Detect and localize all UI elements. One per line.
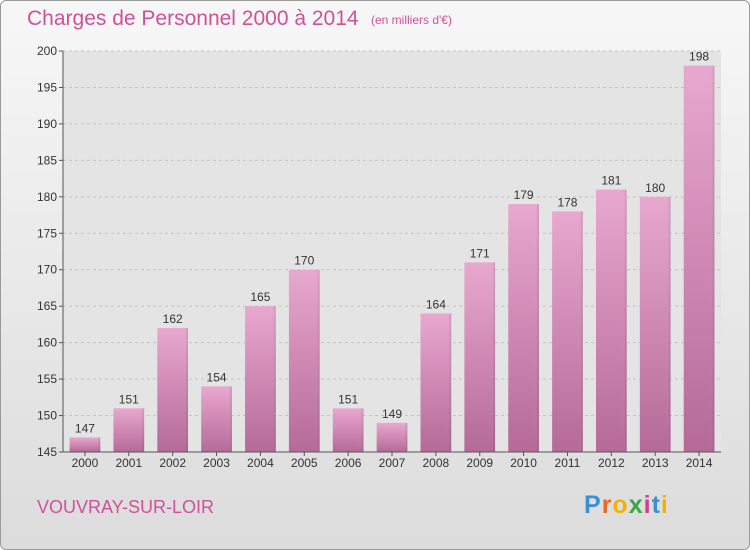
x-tick-label: 2002 <box>159 456 186 470</box>
y-tick-label: 195 <box>37 80 57 94</box>
y-tick-label: 200 <box>37 44 57 58</box>
chart-subtitle: (en milliers d'€) <box>371 13 452 27</box>
bar-shade <box>288 269 320 452</box>
bar-value-label: 162 <box>163 312 183 326</box>
y-tick-label: 180 <box>37 190 57 204</box>
commune-name: VOUVRAY-SUR-LOIR <box>37 497 215 517</box>
bar-shade <box>157 328 189 452</box>
x-tick-label: 2008 <box>423 456 450 470</box>
bar-shade <box>332 408 364 452</box>
bar-value-label: 164 <box>426 297 446 311</box>
bar-value-label: 198 <box>689 50 709 64</box>
bar-shade <box>113 408 145 452</box>
x-tick-label: 2001 <box>115 456 142 470</box>
x-tick-label: 2007 <box>379 456 406 470</box>
bar-shade <box>508 204 539 452</box>
bar-shade <box>245 306 276 452</box>
x-tick-label: 2011 <box>555 456 581 470</box>
x-tick-label: 2003 <box>203 456 230 470</box>
y-tick-label: 170 <box>37 263 57 277</box>
proxiti-logo: Proxiti <box>584 491 669 519</box>
bar-shade <box>69 437 101 452</box>
x-tick-label: 2010 <box>510 456 537 470</box>
bar-shade <box>552 211 583 452</box>
bar-shade <box>464 262 496 452</box>
x-tick-label: 2012 <box>598 456 625 470</box>
y-tick-label: 155 <box>37 372 57 386</box>
bar-shade <box>639 196 671 452</box>
bar-value-label: 180 <box>645 181 665 195</box>
bar-value-label: 147 <box>75 421 95 435</box>
x-tick-label: 2014 <box>686 456 713 470</box>
x-tick-label: 2004 <box>247 456 274 470</box>
y-tick-label: 160 <box>37 336 57 350</box>
x-tick-label: 2009 <box>466 456 493 470</box>
bar-shade <box>376 422 408 452</box>
x-tick-label: 2000 <box>72 456 99 470</box>
bar-value-label: 170 <box>294 254 314 268</box>
y-tick-label: 145 <box>37 445 57 459</box>
y-tick-label: 150 <box>37 409 57 423</box>
bar-value-label: 165 <box>250 290 270 304</box>
bar-value-label: 181 <box>601 174 621 188</box>
bar-value-label: 178 <box>557 195 577 209</box>
x-tick-label: 2005 <box>291 456 318 470</box>
y-tick-label: 190 <box>37 117 57 131</box>
bar-shade <box>420 313 452 452</box>
chart-title: Charges de Personnel 2000 à 2014 <box>27 7 359 30</box>
x-tick-label: 2006 <box>335 456 362 470</box>
y-tick-label: 175 <box>37 226 57 240</box>
x-tick-label: 2013 <box>642 456 669 470</box>
bar-value-label: 171 <box>470 246 490 260</box>
y-tick-label: 165 <box>37 299 57 313</box>
bar-value-label: 179 <box>514 188 534 202</box>
bar-shade <box>201 386 232 452</box>
bar-value-label: 149 <box>382 407 402 421</box>
bar-shade <box>683 65 715 452</box>
y-tick-label: 185 <box>37 153 57 167</box>
bar-value-label: 154 <box>207 370 227 384</box>
bar-value-label: 151 <box>119 392 139 406</box>
bar-value-label: 151 <box>338 392 358 406</box>
bar-shade <box>595 189 627 452</box>
